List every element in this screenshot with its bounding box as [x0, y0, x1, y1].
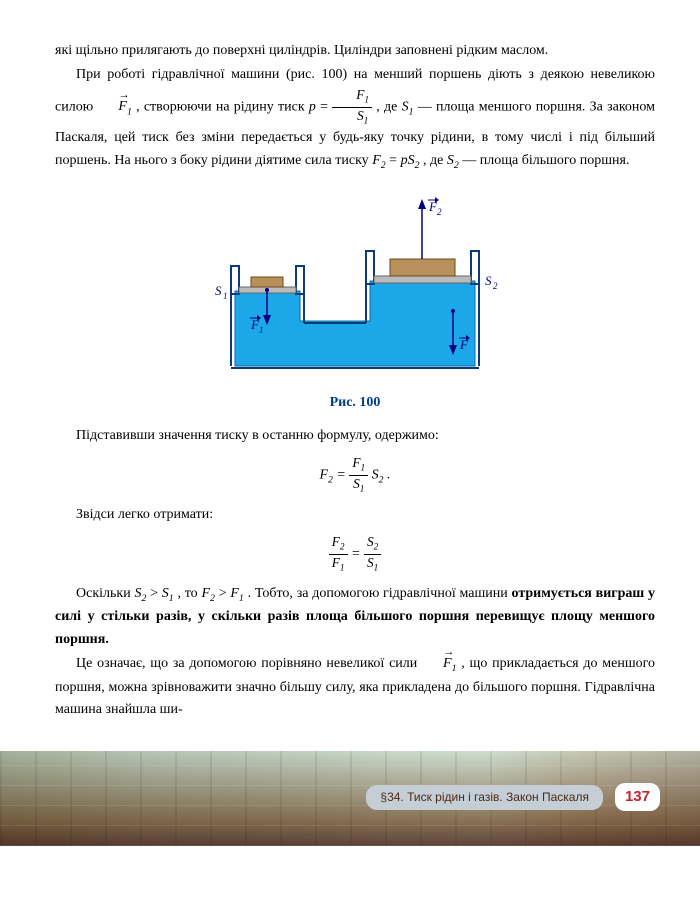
paragraph-4: Звідси легко отримати:: [55, 504, 655, 526]
svg-text:2: 2: [493, 281, 498, 291]
svg-text:2: 2: [437, 207, 442, 217]
sub: 2: [141, 593, 146, 604]
text: , створюючи на рідину тиск: [136, 99, 309, 114]
paragraph-1: які щільно прилягають до поверхні цилінд…: [55, 40, 655, 62]
sub: 2: [210, 593, 215, 604]
var-F1: F: [230, 586, 239, 601]
sub: 2: [381, 160, 386, 171]
sub: 2: [454, 160, 459, 171]
paragraph-6: Це означає, що за допомогою порівняно не…: [55, 653, 655, 721]
figure-caption: Рис. 100: [55, 392, 655, 414]
sub: 1: [452, 663, 457, 674]
var-F2: F: [201, 586, 210, 601]
force-F1-vector: F: [97, 96, 127, 118]
var-S1: S: [402, 99, 409, 114]
text: . Тобто, за допомогою гідравлічної машин…: [248, 586, 512, 601]
text: , то: [177, 586, 201, 601]
svg-text:1: 1: [223, 291, 228, 301]
var-p: p: [309, 99, 316, 114]
var-S1: S: [162, 586, 169, 601]
var-S2: S: [447, 153, 454, 168]
text: , де: [423, 153, 447, 168]
svg-text:1: 1: [259, 325, 264, 335]
paragraph-3: Підставивши значення тиску в останню фор…: [55, 425, 655, 447]
figure-100: F 2 F 1 F S 1 S 2 Рис. 100: [55, 191, 655, 414]
var-p: pS: [401, 153, 415, 168]
text: — площа більшого поршня.: [462, 153, 629, 168]
sub: 1: [127, 106, 132, 117]
sub: 1: [169, 593, 174, 604]
text: Це означає, що за допомогою порівняно не…: [76, 656, 422, 671]
section-label: §34. Тиск рідин і газів. Закон Паскаля: [366, 785, 603, 810]
force-F1-vector: F: [422, 653, 452, 675]
sub: 1: [239, 593, 244, 604]
var-F2: F: [372, 153, 381, 168]
svg-text:S: S: [215, 283, 222, 298]
equation-2: F2F1 = S2S1: [55, 534, 655, 575]
text: , де: [376, 99, 401, 114]
hydraulic-diagram: F 2 F 1 F S 1 S 2: [185, 191, 525, 386]
sub: 1: [409, 106, 414, 117]
paragraph-2: При роботі гідравлічної машини (рис. 100…: [55, 64, 655, 173]
text: Оскільки: [76, 586, 134, 601]
paragraph-5: Оскільки S2 > S1 , то F2 > F1 . Тобто, з…: [55, 583, 655, 651]
page-number: 137: [615, 783, 660, 811]
svg-text:S: S: [485, 273, 492, 288]
fraction-F1-S1: F1S1: [332, 87, 372, 128]
equation-1: F2 = F1S1 S2 .: [55, 455, 655, 496]
sub: 2: [415, 160, 420, 171]
footer-bar: §34. Тиск рідин і газів. Закон Паскаля 1…: [366, 783, 660, 811]
page-footer: §34. Тиск рідин і газів. Закон Паскаля 1…: [0, 751, 700, 846]
